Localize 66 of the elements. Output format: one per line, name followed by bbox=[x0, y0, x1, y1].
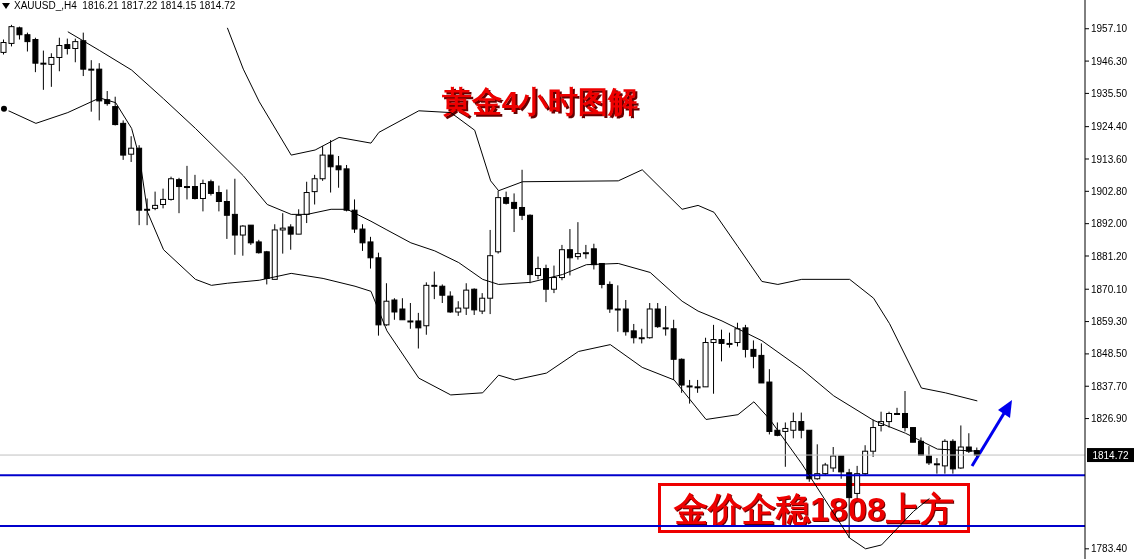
y-tick-label: 1924.40 bbox=[1091, 121, 1128, 133]
candlestick bbox=[191, 174, 198, 200]
candlestick bbox=[535, 256, 542, 280]
candlestick bbox=[168, 176, 175, 202]
candlestick bbox=[471, 287, 478, 316]
candlestick bbox=[128, 135, 135, 163]
candlestick bbox=[247, 224, 254, 246]
candlestick bbox=[295, 208, 302, 235]
candlestick bbox=[160, 188, 167, 209]
y-tick-label: 1848.50 bbox=[1091, 348, 1128, 360]
text: 黄金4小时图解 bbox=[440, 84, 640, 120]
candlestick bbox=[830, 446, 837, 473]
candlestick bbox=[152, 191, 159, 211]
y-tick-label: 1935.50 bbox=[1091, 87, 1128, 99]
candlestick bbox=[183, 165, 190, 200]
candlestick bbox=[176, 177, 183, 214]
candlestick bbox=[902, 390, 909, 432]
candlestick bbox=[933, 457, 940, 475]
y-tick-label: 1902.80 bbox=[1091, 185, 1128, 197]
candlestick bbox=[431, 271, 438, 300]
candlestick bbox=[231, 178, 238, 256]
candlestick bbox=[447, 290, 454, 314]
ref-line-label: 1814.72 bbox=[1092, 450, 1130, 462]
candlestick bbox=[511, 192, 518, 233]
line-series bbox=[226, 27, 978, 402]
y-tick-label: 1892.00 bbox=[1091, 218, 1128, 230]
candlestick bbox=[622, 299, 629, 337]
candlestick bbox=[303, 181, 310, 224]
y-tick-label: 1913.60 bbox=[1091, 153, 1128, 165]
candlestick bbox=[239, 224, 246, 257]
candlestick bbox=[654, 302, 661, 329]
candlestick bbox=[72, 38, 79, 63]
candlestick bbox=[862, 444, 869, 477]
candlestick bbox=[894, 407, 901, 416]
y-tick-label: 1957.10 bbox=[1091, 23, 1128, 35]
candlestick bbox=[479, 292, 486, 315]
candlestick bbox=[287, 223, 294, 251]
y-tick-label: 1881.20 bbox=[1091, 250, 1128, 262]
y-tick-label: 1870.10 bbox=[1091, 283, 1128, 295]
candlestick bbox=[798, 412, 805, 439]
candlestick bbox=[838, 455, 845, 480]
candlestick bbox=[598, 262, 605, 289]
candlestick bbox=[543, 264, 549, 303]
candlestick bbox=[215, 185, 222, 212]
candlestick bbox=[144, 198, 151, 226]
candlestick bbox=[550, 265, 557, 294]
candlestick bbox=[630, 323, 637, 344]
candlestick bbox=[439, 283, 446, 304]
candlestick bbox=[590, 243, 597, 270]
candlestick bbox=[519, 169, 526, 221]
candlestick bbox=[574, 221, 581, 261]
candlestick bbox=[223, 189, 230, 240]
candlestick bbox=[199, 179, 206, 212]
candlestick bbox=[566, 228, 573, 276]
candlestick bbox=[790, 412, 797, 439]
y-tick-label: 1837.70 bbox=[1091, 380, 1128, 392]
y-tick-label: 1946.30 bbox=[1091, 55, 1128, 67]
candlestick bbox=[614, 284, 621, 333]
candlestick bbox=[279, 212, 286, 255]
candlestick bbox=[463, 282, 470, 316]
y-tick-label: 1859.30 bbox=[1091, 316, 1128, 328]
annotation: XAUUSD_,H4 1816.21 1817.22 1814.15 1814.72 bbox=[14, 0, 236, 11]
candlestick bbox=[582, 244, 589, 260]
candlestick bbox=[854, 465, 861, 500]
y-tick-label: 1826.90 bbox=[1091, 413, 1128, 425]
y-tick-label: 1783.40 bbox=[1091, 543, 1128, 555]
